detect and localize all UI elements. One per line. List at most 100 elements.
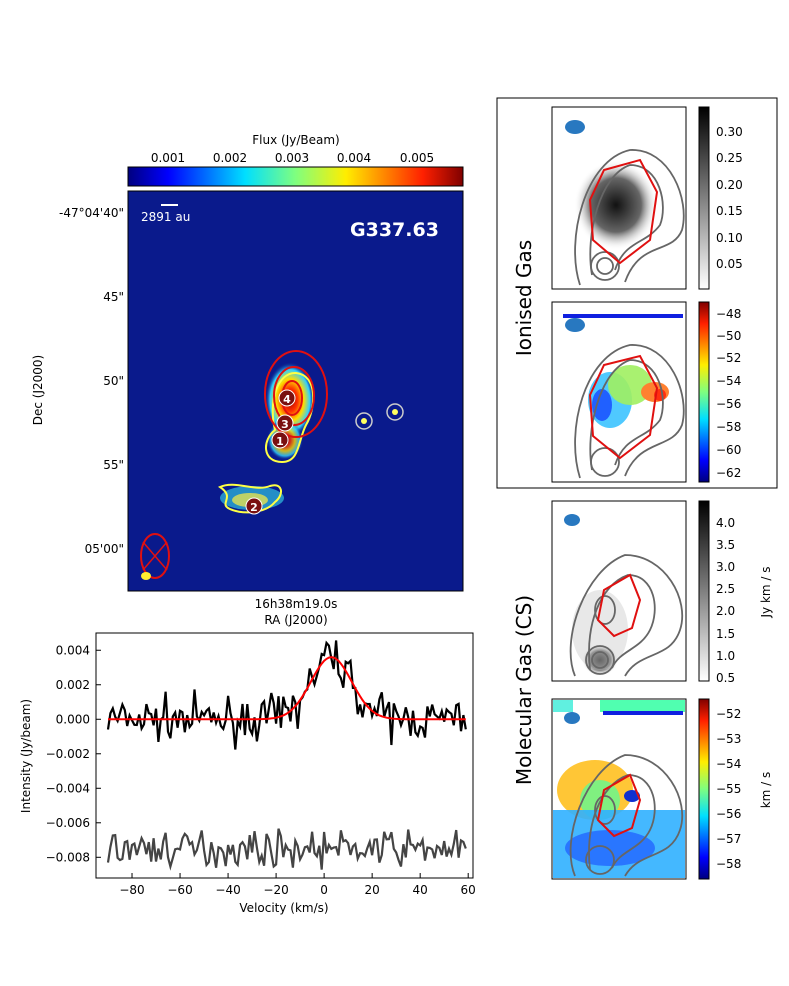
ionised-intensity-colorbar — [698, 106, 710, 290]
dec-tick: 05'00" — [85, 542, 124, 556]
dec-tick: 55" — [103, 458, 124, 472]
colorbar-tick: −62 — [716, 466, 741, 480]
molecular-velocity-ticks: −52 −53 −54 −55 −56 −57 −58 — [716, 707, 741, 871]
ionised-intensity-ticks: 0.30 0.25 0.20 0.15 0.10 0.05 — [716, 125, 743, 271]
molecular-velocity-colorbar — [698, 698, 710, 880]
colorbar-ticks: 0.001 0.002 0.003 0.004 0.005 — [151, 151, 434, 165]
molecular-velocity-unit: km / s — [759, 772, 773, 809]
y-tick-label: −0.006 — [46, 816, 90, 830]
x-tick-label: 40 — [413, 883, 428, 897]
ra-tick: 16h38m19.0s — [255, 597, 338, 611]
colorbar-tick: −55 — [716, 782, 741, 796]
dec-tick: 50" — [103, 374, 124, 388]
molecular-intensity-panel — [551, 500, 687, 682]
colorbar-tick: 0.05 — [716, 257, 743, 271]
dec-tick: 45" — [103, 290, 124, 304]
source-label-4: 4 — [283, 393, 291, 406]
yellow-contours — [217, 371, 315, 514]
colorbar-tick: 0.003 — [275, 151, 309, 165]
ionised-velocity-contours — [574, 344, 685, 479]
ionised-velocity-red-contour — [588, 354, 659, 460]
colorbar-tick: −57 — [716, 832, 741, 846]
y-tick-label: 0.000 — [56, 712, 90, 726]
colorbar-tick: 0.002 — [213, 151, 247, 165]
molecular-intensity-colorbar — [698, 500, 710, 682]
ionised-emission-blob — [574, 160, 658, 250]
ionised-gas-label: Ionised Gas — [512, 240, 536, 356]
y-tick-label: −0.008 — [46, 850, 90, 864]
spectrum-axes: −80 −60 −40 −20 0 20 40 60 0.004 0.002 0.000 −0.002… — [46, 643, 476, 897]
colorbar-title: Flux (Jy/Beam) — [252, 133, 339, 147]
source-label-2: 2 — [250, 501, 258, 514]
scale-label: 2891 au — [141, 210, 190, 224]
y-tick-label: 0.002 — [56, 678, 90, 692]
red-contours — [264, 350, 328, 438]
x-tick-label: −60 — [167, 883, 192, 897]
molecular-velocity-contours — [569, 754, 684, 877]
spectrum-xlabel: Velocity (km/s) — [239, 901, 328, 915]
colorbar-tick: 0.25 — [716, 151, 743, 165]
colorbar-tick: 3.0 — [716, 560, 735, 574]
colorbar-tick: 4.0 — [716, 516, 735, 530]
colorbar-tick: 0.20 — [716, 178, 743, 192]
colorbar-tick: 0.15 — [716, 204, 743, 218]
colorbar-tick: −52 — [716, 707, 741, 721]
y-tick-label: 0.004 — [56, 643, 90, 657]
colorbar-tick: 1.5 — [716, 627, 735, 641]
dec-tick: -47°04'40" — [59, 206, 124, 220]
ionised-velocity-ticks: −48 −50 −52 −54 −56 −58 −60 −62 — [716, 307, 741, 480]
beam-icon — [564, 712, 580, 724]
colorbar-tick: −50 — [716, 329, 741, 343]
colorbar-tick: 0.5 — [716, 671, 735, 685]
molecular-gas-label: Molecular Gas (CS) — [512, 595, 536, 785]
y-tick-label: −0.002 — [46, 747, 90, 761]
molecular-intensity-red-contour — [596, 573, 642, 638]
molecular-intensity-contours — [569, 554, 684, 677]
spectrum-ylabel: Intensity (Jy/beam) — [19, 699, 33, 813]
colorbar-tick: −52 — [716, 351, 741, 365]
x-tick-label: 0 — [320, 883, 328, 897]
colorbar-tick: 0.004 — [337, 151, 371, 165]
colorbar-tick: 0.005 — [400, 151, 434, 165]
y-tick-label: −0.004 — [46, 781, 90, 795]
molecular-intensity-unit: Jy km / s — [759, 566, 773, 618]
colorbar-tick: −58 — [716, 420, 741, 434]
colorbar-tick: 0.10 — [716, 231, 743, 245]
molecular-velocity-red-contour — [596, 773, 642, 838]
beam-icon — [564, 514, 580, 526]
spectrum-line — [106, 640, 467, 750]
colorbar-tick: −53 — [716, 732, 741, 746]
spectrum-lines — [106, 640, 467, 871]
colorbar-tick: −54 — [716, 374, 741, 388]
source-label-1: 1 — [276, 435, 284, 448]
x-tick-label: 60 — [461, 883, 476, 897]
offset-residual-line — [106, 828, 467, 871]
colorbar-tick: −56 — [716, 397, 741, 411]
ra-axis-label: RA (J2000) — [264, 613, 327, 627]
ionised-red-contour — [588, 158, 659, 265]
gaussian-fit-line — [108, 656, 466, 721]
source-name: G337.63 — [350, 219, 439, 241]
molecular-intensity-ticks: 4.0 3.5 3.0 2.5 2.0 1.5 1.0 0.5 — [716, 516, 735, 685]
dec-axis-label: Dec (J2000) — [31, 355, 45, 425]
x-tick-label: 20 — [365, 883, 380, 897]
source-markers: 4 3 1 2 — [245, 389, 404, 515]
colorbar-tick: −54 — [716, 757, 741, 771]
beam-icon — [565, 120, 585, 134]
ionised-velocity-field — [588, 365, 669, 428]
x-tick-label: −40 — [215, 883, 240, 897]
colorbar-tick: −48 — [716, 307, 741, 321]
colorbar-tick: 0.001 — [151, 151, 185, 165]
source-label-3: 3 — [281, 418, 289, 431]
x-tick-label: −80 — [119, 883, 144, 897]
colorbar-tick: 2.0 — [716, 604, 735, 618]
beam-icon — [565, 318, 585, 332]
colorbar-tick: −56 — [716, 807, 741, 821]
colorbar-tick: 3.5 — [716, 538, 735, 552]
beam-ellipse — [140, 533, 170, 580]
ionised-velocity-colorbar — [698, 301, 710, 483]
ionised-gas-box — [496, 97, 778, 489]
colorbar — [127, 166, 464, 187]
colorbar-tick: −60 — [716, 443, 741, 457]
